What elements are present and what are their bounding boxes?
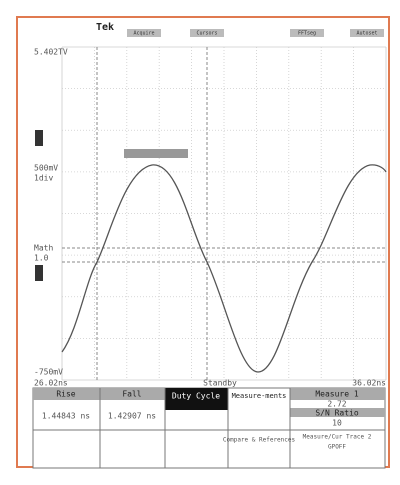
level-label: 500mV — [34, 164, 58, 173]
bottom-label: -750mV — [34, 368, 63, 377]
menu: Rise Fall Duty Cycle Measure-ments Measu… — [32, 387, 386, 469]
button-bg — [190, 29, 224, 37]
menu-header[interactable]: Measure 1 — [315, 390, 359, 399]
cursor-state: GPOFF — [328, 444, 346, 451]
ch-marker — [35, 265, 43, 281]
top-buttons: Acquire Cursors FFTseg Autoset — [127, 29, 384, 37]
measure-value: 1.44843 ns — [42, 412, 90, 421]
menu-selected-bg — [165, 388, 228, 410]
menu-header-bg — [290, 408, 385, 417]
measure-value: 1.42907 ns — [108, 412, 156, 421]
status: Standby — [203, 379, 237, 388]
math-label: Math — [34, 244, 53, 253]
graticule — [61, 46, 387, 381]
brand: Tek — [96, 22, 114, 33]
x-end: 36.02ns — [352, 379, 386, 388]
measure-value: 51.3215 % — [174, 414, 218, 423]
top-button[interactable]: FFTseg — [298, 31, 316, 37]
button-bg — [127, 29, 161, 37]
top-button[interactable]: Acquire — [133, 31, 154, 37]
top-button[interactable]: Cursors — [196, 31, 217, 37]
cursor-button[interactable]: Measure/Cur Trace 2 — [303, 434, 372, 441]
waveform — [61, 164, 387, 373]
div-label: 1div — [34, 174, 53, 183]
ratio-label[interactable]: S/N Ratio — [315, 409, 359, 418]
button-bg — [290, 29, 324, 37]
menu-header-bg — [290, 388, 385, 400]
ratio-value: 10 — [332, 419, 342, 428]
menu-header[interactable]: Rise — [56, 390, 75, 399]
x-start: 26.02ns — [34, 379, 68, 388]
button-bg — [350, 29, 384, 37]
top-button[interactable]: Autoset — [356, 31, 377, 37]
compare-button[interactable]: Compare & References — [223, 437, 296, 444]
top-label: 5.402TV — [34, 48, 68, 57]
ch-marker — [35, 130, 43, 146]
measure-1-value: 2.72 — [327, 400, 346, 409]
menu-header[interactable]: Duty Cycle — [172, 392, 220, 401]
marker-bar — [124, 149, 188, 158]
ref-label: 1.0 — [34, 254, 49, 263]
menu-header[interactable]: Fall — [122, 390, 141, 399]
menu-header[interactable]: Measure-ments — [232, 392, 287, 400]
